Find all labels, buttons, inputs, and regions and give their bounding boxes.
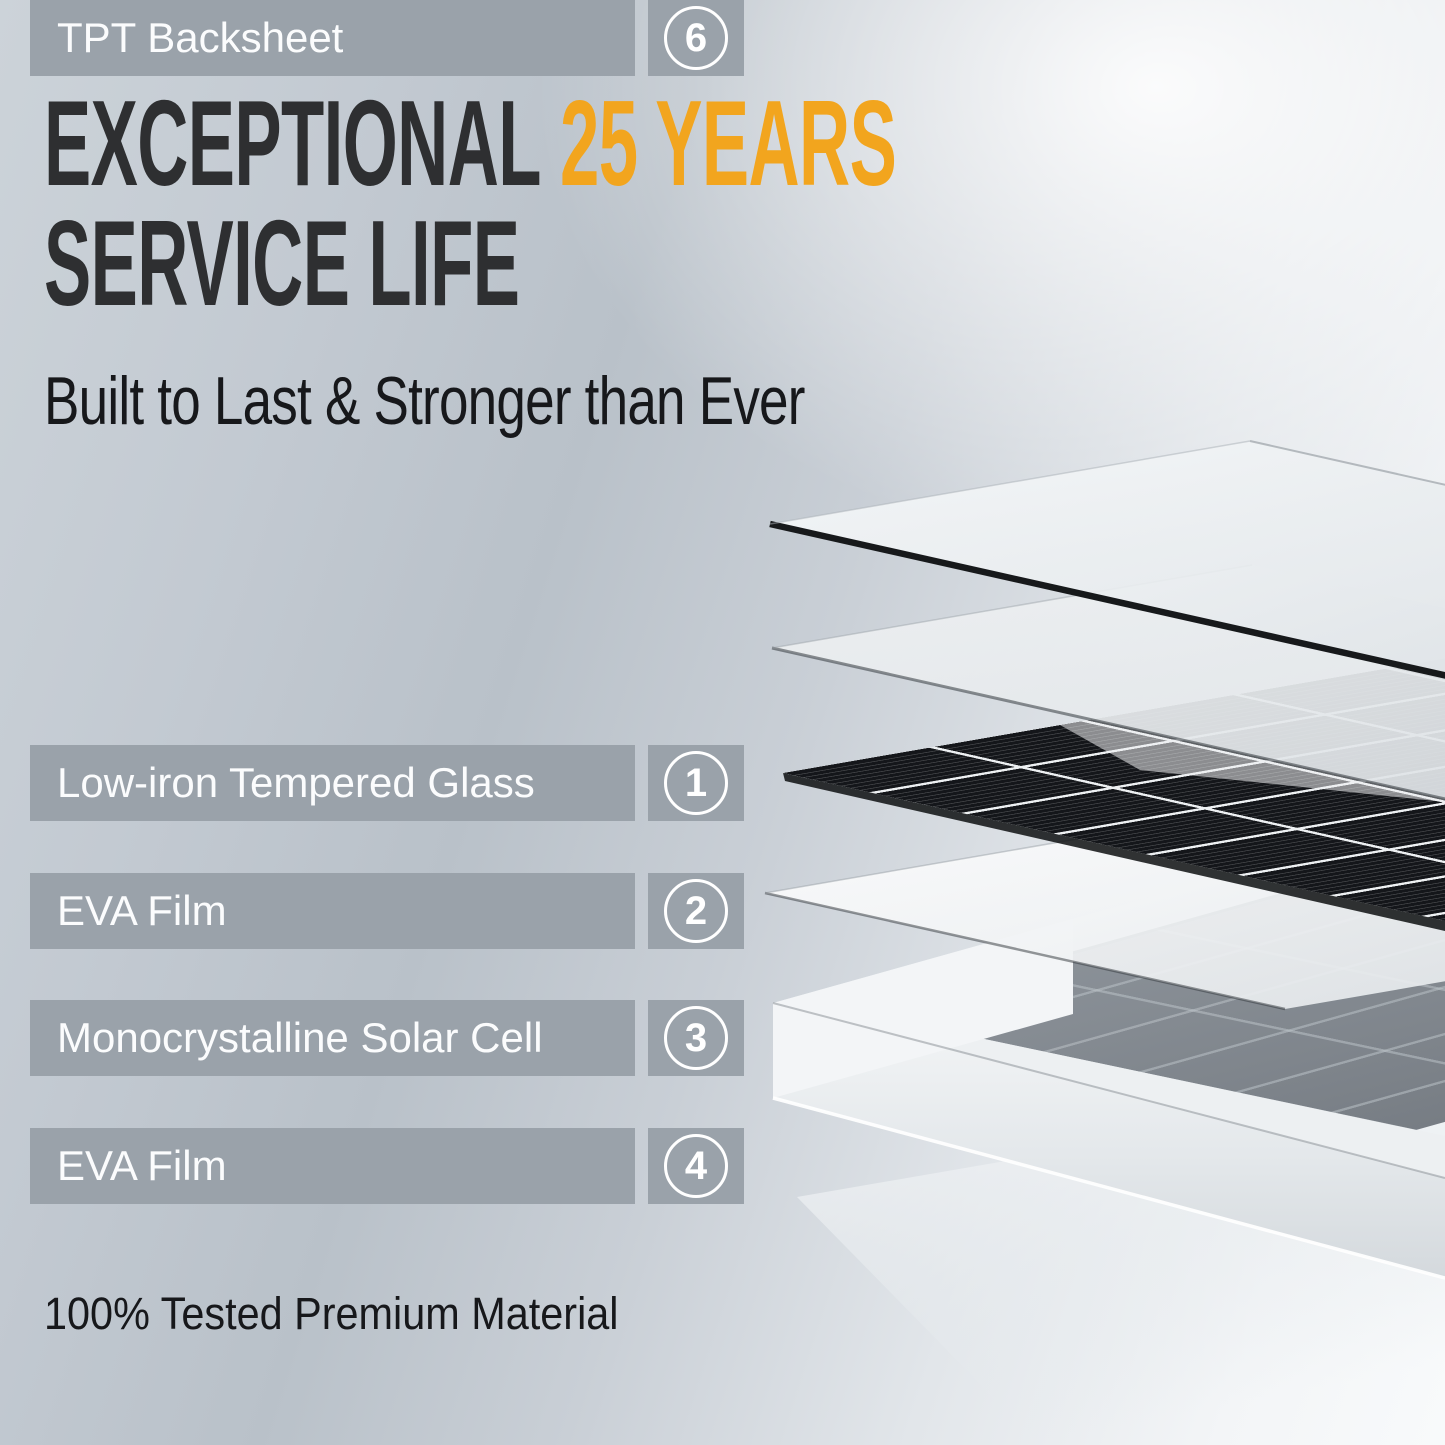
layer-label-bar: TPT Backsheet: [30, 0, 635, 76]
footer-note: 100% Tested Premium Material: [44, 1288, 619, 1339]
subtitle: Built to Last & Stronger than Ever: [44, 363, 805, 439]
layer-number-tile: 3: [648, 1000, 744, 1076]
layer-label-bar: Monocrystalline Solar Cell: [30, 1000, 635, 1076]
title-accent-text: 25 YEARS: [559, 75, 897, 211]
title-line-2: SERVICE LIFE: [44, 194, 520, 331]
title-dark-text: EXCEPTIONAL: [44, 75, 541, 211]
tempered-glass-layer: [769, 440, 1445, 679]
circled-number-6: 6: [664, 6, 728, 70]
circled-number-3: 3: [664, 1006, 728, 1070]
layer-label-bar: EVA Film: [30, 873, 635, 949]
layer-number-tile: 4: [648, 1128, 744, 1204]
layer-label-bar: EVA Film: [30, 1128, 635, 1204]
circled-number-1: 1: [664, 751, 728, 815]
page-title: EXCEPTIONAL 25 YEARS SERVICE LIFE: [44, 82, 897, 331]
layer-number-tile: 1: [648, 745, 744, 821]
circled-number-2: 2: [664, 879, 728, 943]
layer-number-tile: 6: [648, 0, 744, 76]
title-line-1: EXCEPTIONAL 25 YEARS: [44, 82, 897, 204]
layer-number-tile: 2: [648, 873, 744, 949]
circled-number-4: 4: [664, 1134, 728, 1198]
layer-label-bar: Low-iron Tempered Glass: [30, 745, 635, 821]
